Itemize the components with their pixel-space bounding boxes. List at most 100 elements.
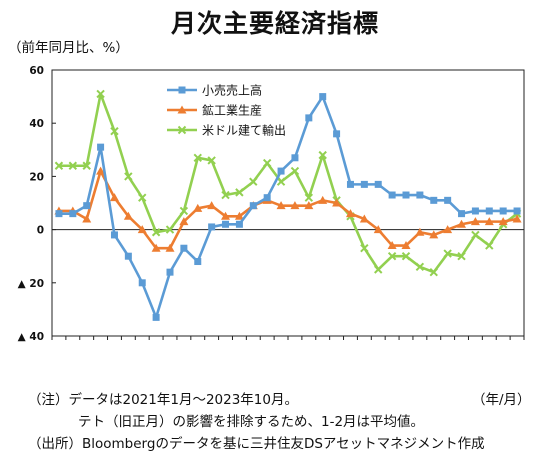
x-tick-label: 23/4 <box>421 344 447 345</box>
data-point <box>360 180 368 188</box>
data-point <box>249 202 257 210</box>
data-point <box>194 258 202 266</box>
data-point <box>151 228 161 237</box>
data-point <box>124 252 132 260</box>
data-point <box>471 230 480 240</box>
x-tick-labels: 21/1 21/4 21/7 21/10 22/1 22/4 22/7 22/10 23/1 23… <box>46 336 534 345</box>
chart-title: 月次主要経済指標 <box>170 9 379 38</box>
footnote-source: （出所）Bloombergのデータを基に三井住友DSアセットマネジメント作成 <box>28 436 485 452</box>
data-point <box>165 225 175 234</box>
data-point <box>193 203 203 212</box>
data-point <box>180 244 188 252</box>
data-point <box>83 202 91 210</box>
data-point <box>458 210 466 218</box>
x-tick-label: 22/4 <box>254 344 280 345</box>
y-tick-label: ▲ 40 <box>18 331 44 343</box>
data-point <box>68 161 78 170</box>
data-point <box>373 225 383 234</box>
series-2 <box>54 166 522 252</box>
data-point <box>429 267 438 277</box>
data-point <box>457 251 466 261</box>
data-point <box>444 196 452 204</box>
y-tick-label: 40 <box>29 118 44 130</box>
data-point <box>110 126 119 136</box>
x-tick-label: 23/7 <box>463 344 489 345</box>
data-point <box>318 150 327 160</box>
data-point <box>207 156 216 165</box>
data-point <box>249 177 258 186</box>
data-point <box>221 211 231 220</box>
data-point <box>402 191 410 199</box>
series-3 <box>54 89 522 277</box>
data-point <box>291 154 299 162</box>
data-point <box>165 243 175 252</box>
data-point <box>54 161 64 170</box>
x-tick-label: 21/4 <box>88 344 114 345</box>
legend-swatch-marker <box>177 105 187 114</box>
data-point <box>235 188 244 197</box>
data-point <box>484 217 494 226</box>
data-point <box>82 214 92 223</box>
data-point <box>123 211 133 220</box>
x-tick-label: 23/10 <box>501 344 534 345</box>
data-point <box>443 225 453 234</box>
data-point <box>96 166 106 175</box>
data-point <box>513 207 521 215</box>
data-point <box>137 225 147 234</box>
footnote-tet: テト（旧正月）の影響を排除するため、1-2月は平均値。 <box>78 414 425 430</box>
data-point <box>345 209 355 218</box>
data-point <box>401 251 411 261</box>
series-line <box>58 92 518 274</box>
data-point <box>332 198 342 207</box>
data-point <box>124 172 133 181</box>
series-lines <box>54 89 522 321</box>
line-chart: 60 40 20 0 ▲ 20 ▲ 40 21/1 21/4 21/7 21/10 22/1 22/… <box>18 65 534 345</box>
data-point <box>138 193 147 202</box>
data-point <box>276 201 286 210</box>
data-point <box>374 265 383 274</box>
data-point <box>222 220 230 228</box>
y-tick-label: 60 <box>29 65 44 77</box>
data-point <box>388 191 396 199</box>
data-point <box>97 143 105 151</box>
x-tick-label: 23/1 <box>379 344 405 345</box>
data-point <box>415 227 425 236</box>
data-point <box>110 231 118 239</box>
data-point <box>166 268 174 276</box>
legend-swatch-marker <box>177 125 187 135</box>
data-point <box>346 180 354 188</box>
data-point <box>207 201 217 210</box>
axes <box>51 69 525 337</box>
x-tick-label: 22/10 <box>334 344 367 345</box>
data-point <box>429 230 439 239</box>
data-point <box>374 180 382 188</box>
data-point <box>333 130 341 138</box>
data-point <box>305 114 313 122</box>
data-point <box>430 196 438 204</box>
data-point <box>387 251 397 261</box>
data-point <box>262 158 272 168</box>
data-point <box>96 89 105 99</box>
data-point <box>318 195 328 204</box>
x-tick-label: 22/7 <box>296 344 322 345</box>
x-tick-label: 21/10 <box>167 344 200 345</box>
data-point <box>277 167 285 175</box>
data-point <box>179 206 189 216</box>
data-point <box>512 214 522 223</box>
y-tick-label: 0 <box>37 225 44 237</box>
data-point <box>290 166 300 176</box>
series-1 <box>55 93 521 321</box>
data-point <box>109 193 119 202</box>
x-axis-unit-label: （年/月） <box>472 392 531 408</box>
y-tick-label: ▲ 20 <box>18 278 44 290</box>
data-point <box>304 193 314 202</box>
data-point <box>471 207 479 215</box>
data-point <box>234 211 244 220</box>
data-point <box>221 190 230 200</box>
series-line <box>58 169 518 250</box>
data-point <box>193 153 202 162</box>
footnote-period: （注）データは2021年1月～2023年10月。 <box>28 392 298 408</box>
data-point <box>276 177 286 186</box>
data-point <box>499 207 507 215</box>
